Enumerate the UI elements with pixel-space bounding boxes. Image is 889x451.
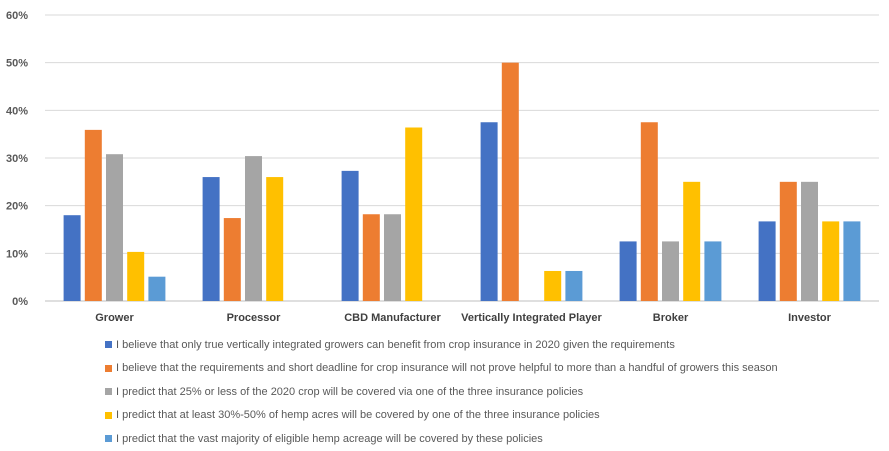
legend-label: I believe that the requirements and shor… bbox=[116, 362, 778, 375]
legend-label: I believe that only true vertically inte… bbox=[116, 338, 675, 351]
bar bbox=[202, 177, 220, 301]
bar bbox=[704, 241, 722, 301]
bar bbox=[662, 241, 679, 301]
bar bbox=[63, 215, 81, 301]
legend: I believe that only true vertically inte… bbox=[105, 333, 778, 451]
bar bbox=[544, 270, 562, 301]
legend-item: I predict that 25% or less of the 2020 c… bbox=[105, 380, 778, 404]
bar bbox=[405, 127, 423, 301]
legend-swatch bbox=[105, 435, 112, 443]
bar bbox=[822, 221, 840, 301]
bar bbox=[84, 129, 102, 301]
bar bbox=[341, 170, 359, 301]
x-tick-label: CBD Manufacturer bbox=[344, 312, 441, 324]
bar bbox=[565, 270, 583, 301]
legend-label: I predict that the vast majority of elig… bbox=[116, 432, 543, 445]
y-tick-label: 40% bbox=[6, 105, 28, 117]
legend-item: I predict that the vast majority of elig… bbox=[105, 427, 778, 451]
legend-item: I predict that at least 30%-50% of hemp … bbox=[105, 404, 778, 428]
bar bbox=[801, 181, 818, 301]
y-axis-ticks: 0% 10% 20% 30% 40% 50% 60% bbox=[6, 10, 28, 308]
bar bbox=[106, 154, 123, 301]
y-tick-label: 20% bbox=[6, 201, 28, 213]
bar bbox=[148, 276, 166, 301]
bar-chart: 0% 10% 20% 30% 40% 50% 60% Grower Processor CBD … bbox=[6, 10, 879, 324]
x-tick-label: Investor bbox=[788, 312, 832, 324]
y-tick-label: 0% bbox=[12, 296, 28, 308]
legend-swatch bbox=[105, 341, 112, 349]
x-tick-label: Vertically Integrated Player bbox=[461, 312, 602, 324]
legend-swatch bbox=[105, 388, 112, 396]
bar bbox=[640, 122, 658, 301]
legend-item: I believe that the requirements and shor… bbox=[105, 357, 778, 381]
legend-item: I believe that only true vertically inte… bbox=[105, 333, 778, 357]
bar bbox=[843, 221, 861, 301]
bar bbox=[779, 181, 797, 301]
legend-label: I predict that at least 30%-50% of hemp … bbox=[116, 409, 600, 422]
bar bbox=[501, 62, 519, 301]
bar bbox=[362, 214, 380, 301]
bar bbox=[384, 214, 401, 301]
legend-swatch bbox=[105, 411, 112, 419]
bar bbox=[619, 241, 637, 301]
legend-label: I predict that 25% or less of the 2020 c… bbox=[116, 385, 584, 398]
gridlines bbox=[45, 14, 879, 302]
y-tick-label: 10% bbox=[6, 248, 28, 260]
bars bbox=[63, 62, 861, 301]
bar bbox=[266, 177, 284, 301]
bar bbox=[480, 122, 498, 301]
legend-swatch bbox=[105, 364, 112, 372]
y-tick-label: 60% bbox=[6, 10, 28, 22]
x-tick-label: Broker bbox=[653, 312, 689, 324]
bar bbox=[683, 181, 701, 301]
y-tick-label: 50% bbox=[6, 58, 28, 70]
x-tick-label: Processor bbox=[227, 312, 282, 324]
bar bbox=[127, 251, 145, 301]
y-tick-label: 30% bbox=[6, 153, 28, 165]
bar bbox=[758, 221, 776, 301]
bar bbox=[245, 156, 262, 301]
bar bbox=[223, 218, 241, 301]
x-tick-label: Grower bbox=[95, 312, 134, 324]
x-axis-labels: Grower Processor CBD Manufacturer Verticall… bbox=[95, 312, 831, 324]
